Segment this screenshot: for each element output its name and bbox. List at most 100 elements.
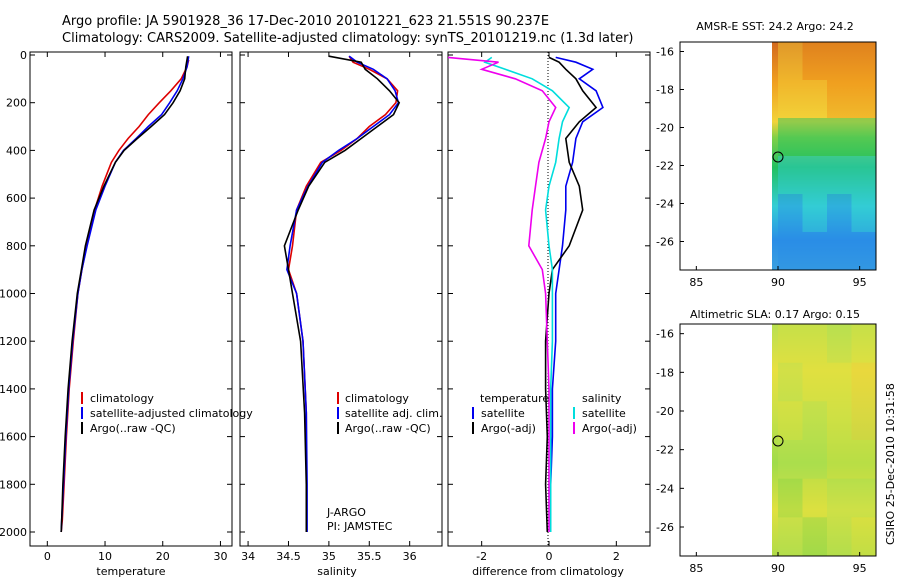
sst-map: -16 -18 -20 -22 -24 -26 85 90 95 <box>656 41 877 289</box>
temperature-panel-frame <box>29 51 233 547</box>
map-cell <box>827 324 852 363</box>
difference-x-axis: -2 0 2 <box>476 52 620 563</box>
temp-satellite-diff-line <box>549 56 604 532</box>
difference-legend: temperature satellite Argo(-adj) salinit… <box>472 392 637 435</box>
x-tick-label: 30 <box>213 550 227 563</box>
temperature-legend: climatology satellite-adjusted climatolo… <box>81 392 253 435</box>
satellite-line <box>286 55 400 532</box>
map-cell <box>851 401 876 440</box>
temp-argo-diff-line <box>544 56 598 533</box>
sst-lon-axis: 85 90 95 <box>689 266 867 289</box>
depth-tick-label: 1800 <box>0 478 27 491</box>
legend-label-climatology: climatology <box>345 392 409 405</box>
map-cell <box>778 118 803 156</box>
depth-tick-label: 0 <box>20 49 27 62</box>
credit-stamp: CSIRO 25-Dec-2010 10:31:58 <box>884 383 897 545</box>
figure-title-line1: Argo profile: JA 5901928_36 17-Dec-2010 … <box>62 14 549 29</box>
map-cell <box>827 118 852 156</box>
x-tick-label: 36 <box>403 550 417 563</box>
depth-tick-label: 1200 <box>0 335 27 348</box>
depth-tick-label: 400 <box>6 144 27 157</box>
depth-tick-label: 1600 <box>0 431 27 444</box>
climatology-line <box>287 55 399 532</box>
sst-map-title: AMSR-E SST: 24.2 Argo: 24.2 <box>696 20 854 33</box>
legend-label-climatology: climatology <box>90 392 154 405</box>
map-cell <box>778 232 803 270</box>
map-cell <box>802 232 827 270</box>
satellite-line <box>60 56 190 533</box>
map-cell <box>778 362 803 402</box>
legend-salinity-heading: salinity <box>582 392 622 405</box>
legend-label-argo: Argo(..raw -QC) <box>90 422 176 435</box>
sla-lon-axis: 85 90 95 <box>689 552 867 575</box>
depth-tick-label: 1000 <box>0 288 27 301</box>
legend-temperature-heading: temperature <box>480 392 549 405</box>
difference-series <box>447 56 604 533</box>
lon-tick-label: 90 <box>771 562 785 575</box>
map-cell <box>827 401 852 440</box>
sla-map-title: Altimetric SLA: 0.17 Argo: 0.15 <box>690 308 860 321</box>
sst-lat-axis: -16 -18 -20 -22 -24 -26 <box>656 46 684 249</box>
sal-satellite-diff-line <box>483 56 571 532</box>
map-cell <box>851 42 876 80</box>
difference-xlabel: difference from climatology <box>472 565 624 578</box>
salinity-panel-frame <box>239 51 443 547</box>
depth-tick-label: 600 <box>6 192 27 205</box>
x-tick-label: 0 <box>546 550 553 563</box>
legend-label-satellite: satellite adj. clim. <box>345 407 442 420</box>
argo-line <box>60 56 189 533</box>
map-cell <box>802 156 827 194</box>
lat-tick-label: -16 <box>656 328 674 341</box>
legend-label-satellite: satellite-adjusted climatology <box>90 407 253 420</box>
depth-tick-label: 200 <box>6 97 27 110</box>
map-cell <box>802 401 827 440</box>
lat-tick-label: -26 <box>656 236 674 249</box>
depth-tick-label: 2000 <box>0 526 27 539</box>
map-cell <box>827 156 852 194</box>
sla-argo-marker <box>772 435 784 447</box>
map-cell <box>778 42 803 80</box>
climatology-line <box>60 59 190 533</box>
argo-line <box>283 55 401 532</box>
x-tick-label: 34 <box>241 550 255 563</box>
x-tick-label: 10 <box>98 550 112 563</box>
x-tick-label: 35 <box>322 550 336 563</box>
sst-cells <box>778 42 876 270</box>
map-cell <box>827 194 852 232</box>
map-cell <box>778 517 803 556</box>
map-cell <box>851 118 876 156</box>
map-cell <box>802 440 827 479</box>
map-cell <box>827 232 852 270</box>
salinity-legend: climatology satellite adj. clim. Argo(..… <box>337 392 442 435</box>
map-cell <box>851 232 876 270</box>
x-tick-label: 2 <box>613 550 620 563</box>
lon-tick-label: 95 <box>853 562 867 575</box>
map-cell <box>851 517 876 556</box>
temperature-x-axis: 0 10 20 30 <box>44 52 227 563</box>
map-cell <box>778 324 803 363</box>
map-cell <box>778 440 803 479</box>
lon-tick-label: 85 <box>689 276 703 289</box>
map-cell <box>802 118 827 156</box>
sla-field <box>772 324 876 556</box>
map-cell <box>827 362 852 402</box>
sla-lat-axis: -16 -18 -20 -22 -24 -26 <box>656 328 684 534</box>
legend-label-sal-argo: Argo(-adj) <box>582 422 637 435</box>
map-cell <box>827 517 852 556</box>
map-cell <box>802 324 827 363</box>
map-cell <box>778 80 803 118</box>
map-cell <box>851 80 876 118</box>
depth-axis: 0 200 400 600 800 1000 1200 1400 1600 1800 2000 <box>0 49 650 539</box>
sst-field <box>772 42 876 270</box>
lat-tick-label: -22 <box>656 160 674 173</box>
lat-tick-label: -26 <box>656 521 674 534</box>
map-cell <box>802 42 827 80</box>
depth-tick-label: 800 <box>6 240 27 253</box>
lat-tick-label: -22 <box>656 444 674 457</box>
map-cell <box>802 478 827 518</box>
map-cell <box>802 80 827 118</box>
sla-map: -16 -18 -20 -22 -24 -26 85 90 95 <box>656 323 877 575</box>
map-cell <box>827 440 852 479</box>
salinity-xlabel: salinity <box>317 565 357 578</box>
